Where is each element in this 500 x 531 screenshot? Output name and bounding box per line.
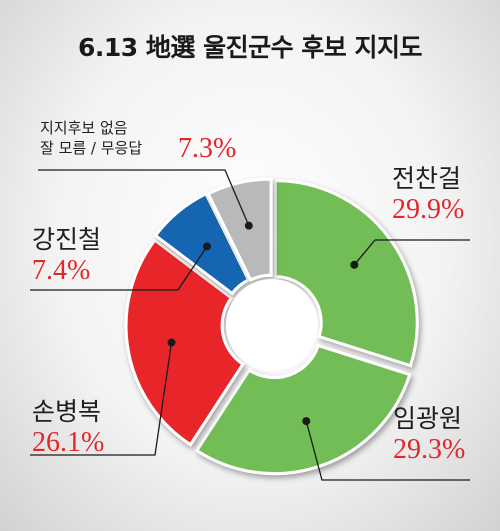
slice-label-son: 손병복 [32, 397, 102, 426]
slice-label-none-line2: 잘 모름 / 무응답 [40, 139, 143, 157]
slice-value-jeon: 29.9% [392, 194, 465, 225]
slice-label-kang: 강진철 [32, 225, 102, 254]
slice-label-im: 임광원 [393, 404, 463, 433]
slice-son [124, 237, 246, 447]
slice-value-kang: 7.4% [32, 255, 91, 286]
slice-value-son: 26.1% [32, 427, 105, 458]
leader-line-jeon [353, 239, 470, 266]
slice-none [206, 177, 273, 282]
donut-hole [226, 279, 318, 371]
slice-value-im: 29.3% [393, 434, 466, 465]
slice-jeon [273, 179, 419, 368]
slice-kang [153, 191, 251, 296]
slice-label-jeon: 전찬걸 [392, 164, 462, 193]
slice-label-none-line1: 지지후보 없음 [40, 119, 128, 137]
label-son: 손병복 26.1% [32, 397, 104, 459]
label-im: 임광원 29.3% [393, 404, 465, 466]
slice-im [194, 343, 412, 476]
label-jeon: 전찬걸 29.9% [392, 164, 464, 226]
label-none: 지지후보 없음 잘 모름 / 무응답 [40, 118, 142, 158]
leader-line-im [305, 420, 470, 481]
slice-value-none: 7.3% [178, 133, 237, 164]
leader-line-son [30, 342, 173, 456]
leader-line-kang [30, 246, 208, 291]
leader-line-none [38, 169, 250, 226]
label-kang: 강진철 7.4% [32, 225, 101, 287]
chart-title: 6.13 地選 울진군수 후보 지지도 [78, 33, 423, 62]
